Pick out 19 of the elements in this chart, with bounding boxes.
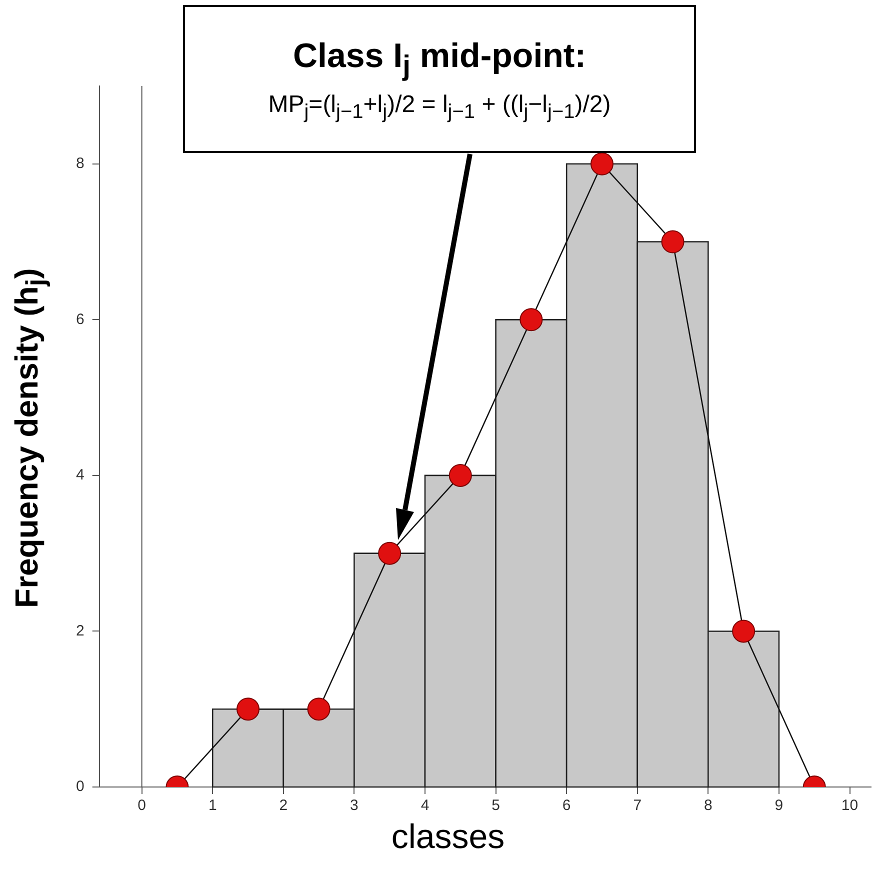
x-tick-label: 9 bbox=[774, 797, 784, 814]
x-axis-title: classes bbox=[391, 818, 505, 857]
x-tick-label: 7 bbox=[633, 797, 642, 814]
x-tick-label: 8 bbox=[704, 797, 712, 814]
y-tick-label: 6 bbox=[76, 310, 84, 328]
text: Class I$_{j}$ mid-point: bbox=[292, 36, 586, 84]
y-tick-label: 0 bbox=[76, 778, 84, 796]
x-tick-label: 5 bbox=[492, 797, 500, 814]
x-tick-label: 1 bbox=[208, 797, 217, 814]
x-tick-label: 4 bbox=[420, 797, 430, 814]
y-tick-label: 2 bbox=[76, 622, 84, 640]
y-tick-label: 4 bbox=[76, 466, 84, 484]
x-tick-label: 0 bbox=[138, 797, 146, 814]
x-tick-label: 6 bbox=[562, 797, 571, 814]
x-tick-label: 3 bbox=[350, 797, 358, 814]
x-tick-label: 10 bbox=[841, 797, 858, 814]
text: MP$_{j}$=(l$_{j−1}$+l$_{j}$)/2 = l$_{j−1}$ + ((l$_{j}$−l$_{j−1}$)/2) bbox=[268, 91, 611, 124]
x-tick-label: 2 bbox=[279, 797, 288, 814]
y-tick-label: 8 bbox=[76, 155, 84, 172]
